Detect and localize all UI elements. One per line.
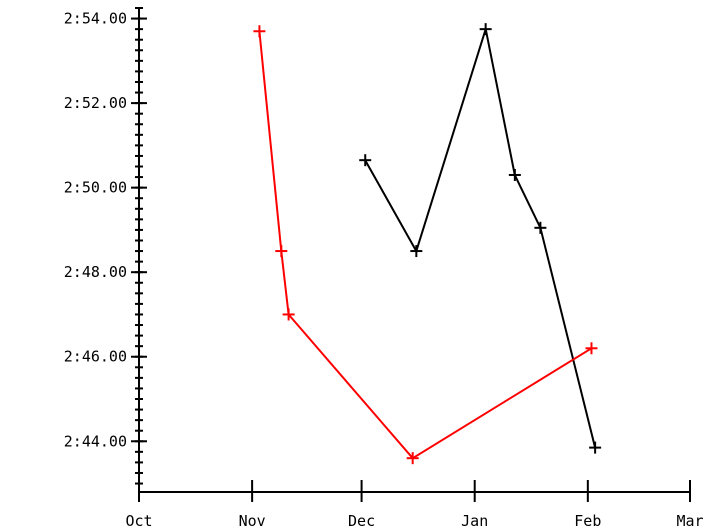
series-1-point-marker <box>509 169 521 181</box>
series-1-line <box>365 29 595 448</box>
x-tick-label: Nov <box>239 512 266 530</box>
x-tick-label: Dec <box>348 512 375 530</box>
series-1-point-marker <box>589 442 601 454</box>
y-tick-label: 2:52.00 <box>64 94 127 112</box>
x-tick-label: Mar <box>676 512 703 530</box>
series-2-point-marker <box>585 342 597 354</box>
series-1-point-marker <box>410 245 422 257</box>
x-tick-label: Jan <box>461 512 488 530</box>
x-tick-label: Feb <box>574 512 601 530</box>
y-tick-label: 2:48.00 <box>64 263 127 281</box>
y-tick-label: 2:46.00 <box>64 348 127 366</box>
y-tick-label: 2:44.00 <box>64 432 127 450</box>
y-tick-label: 2:54.00 <box>64 10 127 28</box>
series-2-line <box>259 31 591 458</box>
series-1-point-marker <box>480 23 492 35</box>
y-tick-label: 2:50.00 <box>64 179 127 197</box>
x-tick-label: Oct <box>125 512 152 530</box>
series-layer <box>253 23 601 464</box>
series-2-point-marker <box>275 245 287 257</box>
axes-layer: 2:44.00 2:46.00 2:48.00 2:50.00 2:52.00 2:54.… <box>64 8 704 530</box>
series-1-point-marker <box>359 154 371 166</box>
series-1-point-marker <box>534 222 546 234</box>
series-2-point-marker <box>253 25 265 37</box>
